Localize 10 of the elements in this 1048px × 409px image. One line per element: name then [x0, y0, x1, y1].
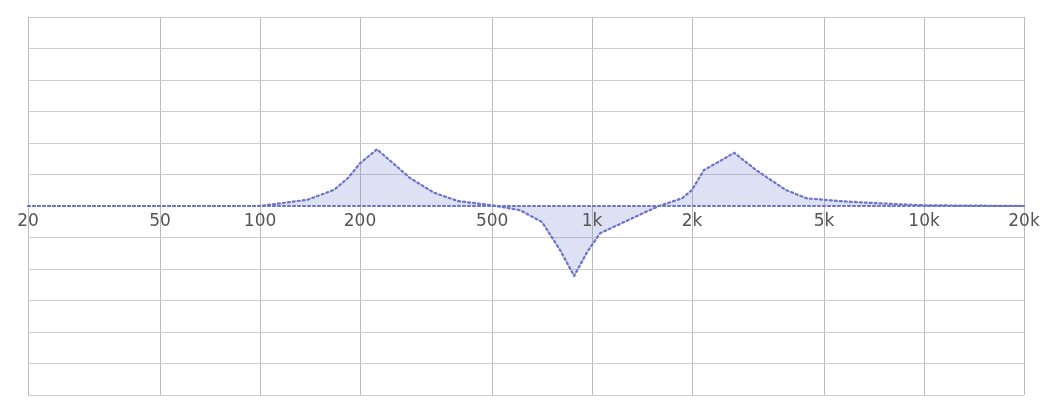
- x-tick-label: 20: [17, 209, 39, 230]
- x-tick-label: 200: [343, 209, 377, 230]
- x-tick-label: 100: [243, 209, 277, 230]
- x-tick-label: 10k: [908, 209, 940, 230]
- x-tick-label: 2k: [681, 209, 703, 230]
- x-tick-label: 5k: [813, 209, 835, 230]
- x-tick-label: 20k: [1008, 209, 1040, 230]
- x-tick-label: 50: [149, 209, 171, 230]
- x-tick-label: 500: [475, 209, 509, 230]
- x-tick-label: 1k: [581, 209, 603, 230]
